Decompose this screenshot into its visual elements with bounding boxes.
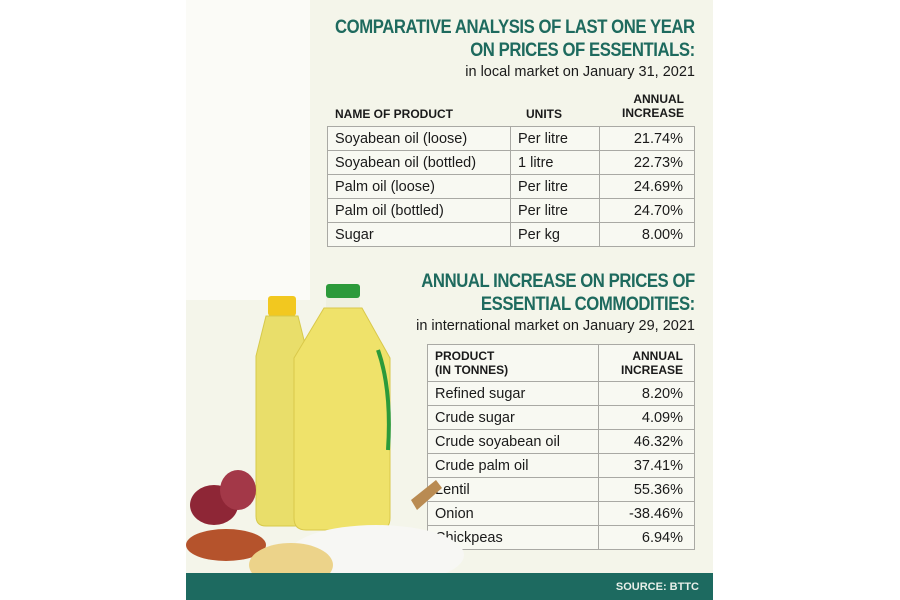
left-background-strip [186,0,310,300]
lentil-pile-image [186,529,266,561]
section1-title: COMPARATIVE ANALYSIS OF LAST ONE YEAR ON… [335,16,695,62]
product-cell: Palm oil (bottled) [327,198,511,223]
header-product: NAME OF PRODUCT [335,107,453,121]
local-market-table: Soyabean oil (loose) Per litre 21.74% Soyab… [327,126,695,247]
source-credit: SOURCE: BTTC [615,581,699,593]
header-product: PRODUCT (IN TONNES) [427,344,599,382]
product-cell: Crude sugar [427,405,599,430]
header-increase-line2: INCREASE [620,363,683,377]
table-row: Crude soyabean oil 46.32% [427,429,695,454]
section1-title-line2: ON PRICES OF ESSENTIALS: [470,40,696,61]
increase-cell: 55.36% [598,477,695,502]
header-increase-line1: ANNUAL [632,349,683,363]
increase-cell: 8.20% [598,381,695,406]
product-illustration [186,284,464,587]
table-row: Palm oil (loose) Per litre 24.69% [327,174,695,199]
onion-image [190,470,256,525]
header-product-line1: PRODUCT [435,349,495,363]
table-row: Palm oil (bottled) Per litre 24.70% [327,198,695,223]
units-cell: Per kg [510,222,600,247]
header-units: UNITS [526,107,562,121]
increase-cell: 24.69% [599,174,695,199]
product-cell: Lentil [427,477,599,502]
section1-title-line1: COMPARATIVE ANALYSIS OF LAST ONE YEAR [335,17,695,38]
product-cell: Crude soyabean oil [427,429,599,454]
section2-title-line1: ANNUAL INCREASE ON PRICES OF [421,271,695,292]
increase-cell: -38.46% [598,501,695,526]
product-cell: Sugar [327,222,511,247]
sugar-pile-image [288,525,464,585]
units-cell: 1 litre [510,150,600,175]
table-row: Lentil 55.36% [427,477,695,502]
product-cell: Soyabean oil (bottled) [327,150,511,175]
units-cell: Per litre [510,174,600,199]
increase-cell: 46.32% [598,429,695,454]
section2-subtitle: in international market on January 29, 2… [416,318,695,334]
units-cell: Per litre [510,126,600,151]
product-cell: Palm oil (loose) [327,174,511,199]
header-annual-increase: ANNUAL INCREASE [598,344,695,382]
table-row: Soyabean oil (bottled) 1 litre 22.73% [327,150,695,175]
wooden-scoop-image [411,480,442,510]
table1-header: NAME OF PRODUCT UNITS ANNUAL INCREASE [327,92,695,126]
product-cell: Soyabean oil (loose) [327,126,511,151]
increase-cell: 8.00% [599,222,695,247]
product-cell: Onion [427,501,599,526]
section2-title-line2: ESSENTIAL COMMODITIES: [481,294,695,315]
table-row: Crude sugar 4.09% [427,405,695,430]
table-row: Soyabean oil (loose) Per litre 21.74% [327,126,695,151]
header-annual-increase: ANNUAL INCREASE [622,92,684,120]
header-product-line2: (IN TONNES) [435,363,509,377]
header-increase-line2: INCREASE [621,106,684,120]
international-market-table: PRODUCT (IN TONNES) ANNUAL INCREASE Refine… [427,344,695,550]
table-row: Crude palm oil 37.41% [427,453,695,478]
increase-cell: 24.70% [599,198,695,223]
table2-header-row: PRODUCT (IN TONNES) ANNUAL INCREASE [427,344,695,382]
increase-cell: 22.73% [599,150,695,175]
increase-cell: 37.41% [598,453,695,478]
units-cell: Per litre [510,198,600,223]
increase-cell: 21.74% [599,126,695,151]
section1-subtitle: in local market on January 31, 2021 [465,64,695,80]
section2-title: ANNUAL INCREASE ON PRICES OF ESSENTIAL C… [421,270,695,316]
table-row: Refined sugar 8.20% [427,381,695,406]
table-row: Sugar Per kg 8.00% [327,222,695,247]
header-increase-line1: ANNUAL [633,92,684,106]
large-oil-bottle-image [293,284,391,531]
table-row: Onion -38.46% [427,501,695,526]
table-row: Chickpeas 6.94% [427,525,695,550]
increase-cell: 6.94% [598,525,695,550]
footer-bar: SOURCE: BTTC [186,573,713,600]
increase-cell: 4.09% [598,405,695,430]
product-cell: Refined sugar [427,381,599,406]
